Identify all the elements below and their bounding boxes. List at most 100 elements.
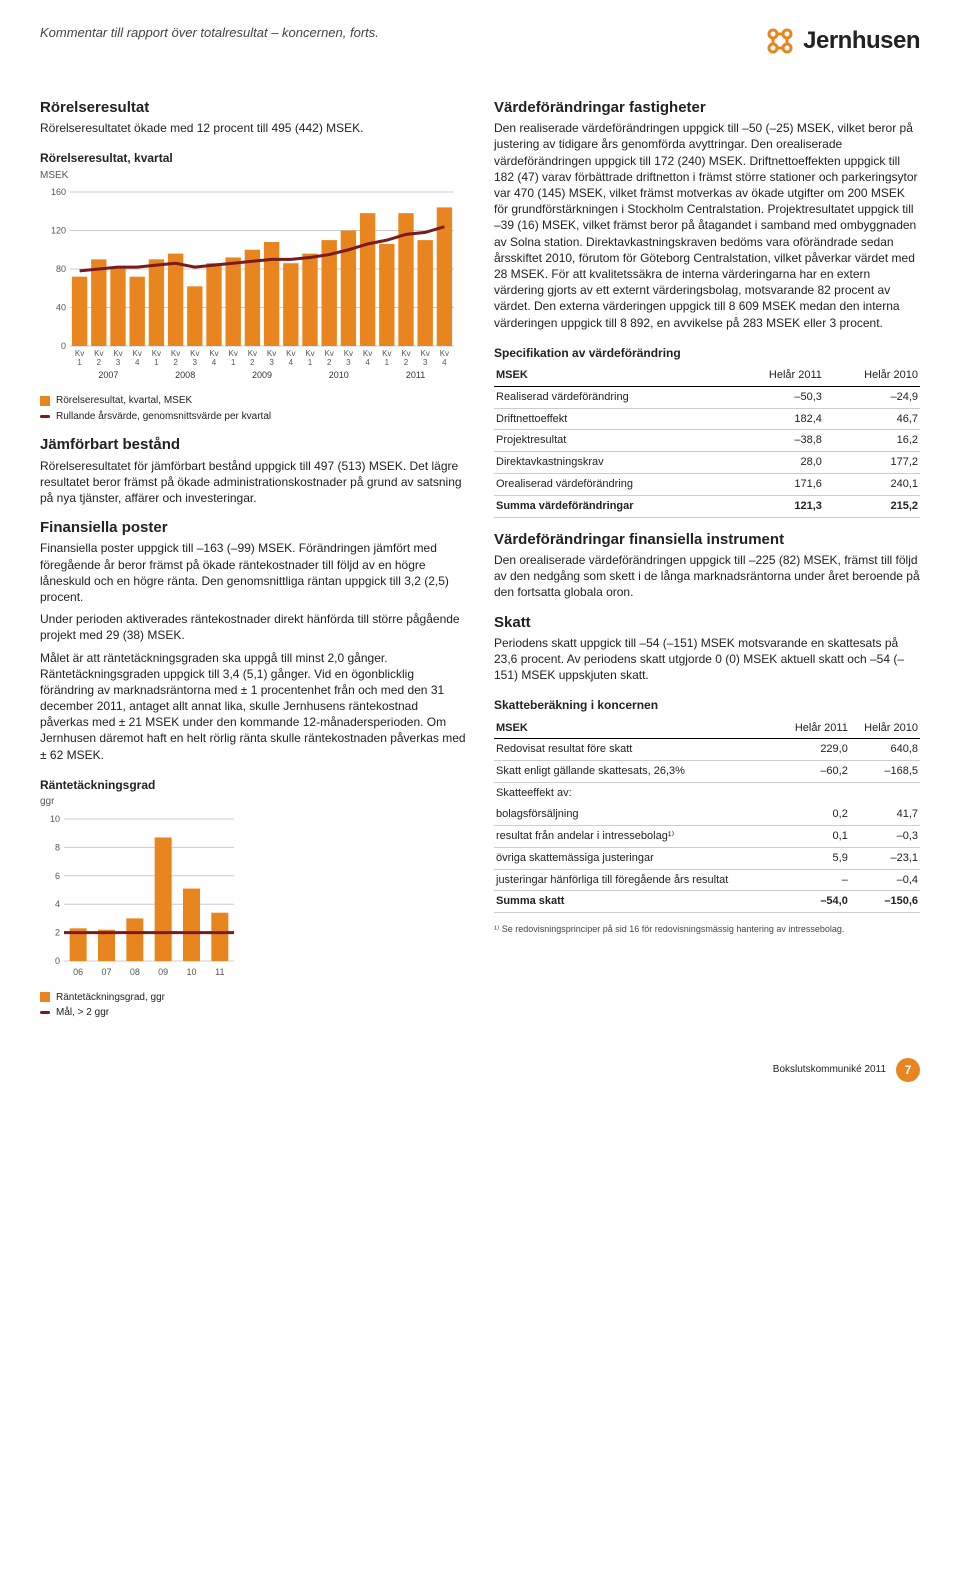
svg-text:Kv: Kv	[401, 349, 410, 358]
svg-text:4: 4	[212, 358, 217, 367]
chart2-legend: Räntetäckningsgrad, ggr Mål, > 2 ggr	[40, 991, 466, 1020]
chart1-title: Rörelseresultat, kvartal	[40, 150, 466, 166]
svg-text:40: 40	[56, 303, 66, 313]
table2-footnote: ¹⁾ Se redovisningsprinciper på sid 16 fö…	[494, 923, 920, 935]
svg-text:Kv: Kv	[133, 349, 142, 358]
svg-text:Kv: Kv	[113, 349, 122, 358]
svg-text:4: 4	[365, 358, 370, 367]
finansiella-p2: Under perioden aktiverades räntekostnade…	[40, 611, 466, 643]
chart1-legend: Rörelseresultat, kvartal, MSEK Rullande …	[40, 394, 466, 423]
chart1-svg: 04080120160Kv1Kv2Kv3Kv4Kv1Kv2Kv3Kv4Kv1Kv…	[40, 186, 460, 386]
table2-col1: Helår 2011	[781, 718, 850, 739]
rorelseresultat-title: Rörelseresultat	[40, 98, 466, 118]
svg-text:2009: 2009	[252, 370, 272, 380]
table-skatteberakning: MSEK Helår 2011 Helår 2010 Redovisat res…	[494, 718, 920, 914]
svg-text:2: 2	[97, 358, 102, 367]
chart1-legend2: Rullande årsvärde, genomsnittsvärde per …	[56, 410, 271, 424]
svg-text:Kv: Kv	[344, 349, 353, 358]
table2-col2: Helår 2010	[850, 718, 920, 739]
svg-text:2008: 2008	[175, 370, 195, 380]
finansiella-p1: Finansiella poster uppgick till –163 (–9…	[40, 540, 466, 605]
svg-text:1: 1	[154, 358, 159, 367]
chart2-unit: ggr	[40, 795, 466, 809]
svg-text:Kv: Kv	[94, 349, 103, 358]
svg-text:07: 07	[101, 967, 111, 977]
skatt-text: Periodens skatt uppgick till –54 (–151) …	[494, 635, 920, 684]
breadcrumb: Kommentar till rapport över totalresulta…	[40, 24, 379, 42]
rorelseresultat-text: Rörelseresultatet ökade med 12 procent t…	[40, 120, 466, 136]
svg-text:6: 6	[55, 870, 60, 880]
svg-text:Kv: Kv	[421, 349, 430, 358]
svg-text:3: 3	[193, 358, 198, 367]
brand-name: Jernhusen	[803, 25, 920, 57]
svg-text:2011: 2011	[406, 370, 425, 380]
table2-col0: MSEK	[494, 718, 781, 739]
svg-text:3: 3	[346, 358, 351, 367]
svg-text:2: 2	[327, 358, 332, 367]
table1-col2: Helår 2010	[824, 365, 920, 386]
table1-col0: MSEK	[494, 365, 729, 386]
table-row: Direktavkastningskrav28,0177,2	[494, 452, 920, 474]
table1-col1: Helår 2011	[729, 365, 824, 386]
chart1: 04080120160Kv1Kv2Kv3Kv4Kv1Kv2Kv3Kv4Kv1Kv…	[40, 186, 466, 423]
table-row: Projektresultat–38,816,2	[494, 430, 920, 452]
svg-text:3: 3	[116, 358, 121, 367]
table-row: justeringar hänförliga till föregående å…	[494, 869, 920, 891]
chart1-unit: MSEK	[40, 169, 466, 183]
table1-title: Specifikation av värdeförändring	[494, 345, 920, 361]
svg-text:2: 2	[250, 358, 255, 367]
finansiella-title: Finansiella poster	[40, 518, 466, 538]
finansiella-p3: Målet är att räntetäckningsgraden ska up…	[40, 650, 466, 763]
svg-text:2010: 2010	[329, 370, 349, 380]
svg-text:1: 1	[231, 358, 236, 367]
vardeforandringar-fastigheter-title: Värdeförändringar fastigheter	[494, 98, 920, 118]
svg-text:2007: 2007	[98, 370, 118, 380]
svg-text:1: 1	[77, 358, 82, 367]
table-row: Driftnettoeffekt182,446,7	[494, 408, 920, 430]
table-row: Redovisat resultat före skatt229,0640,8	[494, 739, 920, 761]
logo-icon	[763, 24, 797, 58]
skatt-title: Skatt	[494, 613, 920, 633]
chart2-svg: 0246810060708091011	[40, 813, 240, 983]
chart2-legend1: Räntetäckningsgrad, ggr	[56, 991, 165, 1005]
svg-text:80: 80	[56, 264, 66, 274]
table2-title: Skatteberäkning i koncernen	[494, 697, 920, 713]
svg-text:2: 2	[404, 358, 409, 367]
table-row: Realiserad värdeförändring–50,3–24,9	[494, 386, 920, 408]
svg-text:4: 4	[135, 358, 140, 367]
svg-text:3: 3	[423, 358, 428, 367]
svg-text:08: 08	[130, 967, 140, 977]
table-spec-vardeforandring: MSEK Helår 2011 Helår 2010 Realiserad vä…	[494, 365, 920, 518]
svg-text:2: 2	[173, 358, 178, 367]
svg-text:0: 0	[55, 956, 60, 966]
svg-text:Kv: Kv	[286, 349, 295, 358]
svg-text:Kv: Kv	[382, 349, 391, 358]
vardeforandringar-fin-text: Den orealiserade värdeförändringen uppgi…	[494, 552, 920, 601]
svg-text:Kv: Kv	[209, 349, 218, 358]
svg-text:Kv: Kv	[267, 349, 276, 358]
table-row: Skatt enligt gällande skattesats, 26,3%–…	[494, 761, 920, 783]
vardeforandringar-fin-title: Värdeförändringar finansiella instrument	[494, 530, 920, 550]
svg-text:10: 10	[186, 967, 196, 977]
svg-text:0: 0	[61, 341, 66, 351]
svg-text:Kv: Kv	[440, 349, 449, 358]
svg-text:Kv: Kv	[75, 349, 84, 358]
svg-text:1: 1	[308, 358, 313, 367]
footer-label: Bokslutskommuniké 2011	[773, 1063, 886, 1077]
jamforbart-title: Jämförbart bestånd	[40, 435, 466, 455]
chart1-legend1: Rörelseresultat, kvartal, MSEK	[56, 394, 192, 408]
svg-text:3: 3	[269, 358, 274, 367]
chart2: 0246810060708091011 Räntetäckningsgrad, …	[40, 813, 466, 1020]
table-row: Orealiserad värdeförändring171,6240,1	[494, 474, 920, 496]
svg-text:Kv: Kv	[325, 349, 334, 358]
left-column: Rörelseresultat Rörelseresultatet ökade …	[40, 86, 466, 1028]
svg-text:Kv: Kv	[152, 349, 161, 358]
jamforbart-text: Rörelseresultatet för jämförbart bestånd…	[40, 458, 466, 507]
svg-text:4: 4	[55, 899, 60, 909]
svg-text:160: 160	[51, 187, 66, 197]
page-number: 7	[896, 1058, 920, 1082]
svg-text:11: 11	[215, 967, 224, 977]
brand-logo: Jernhusen	[763, 24, 920, 58]
table-row: resultat från andelar i intressebolag¹⁾0…	[494, 825, 920, 847]
svg-text:2: 2	[55, 927, 60, 937]
